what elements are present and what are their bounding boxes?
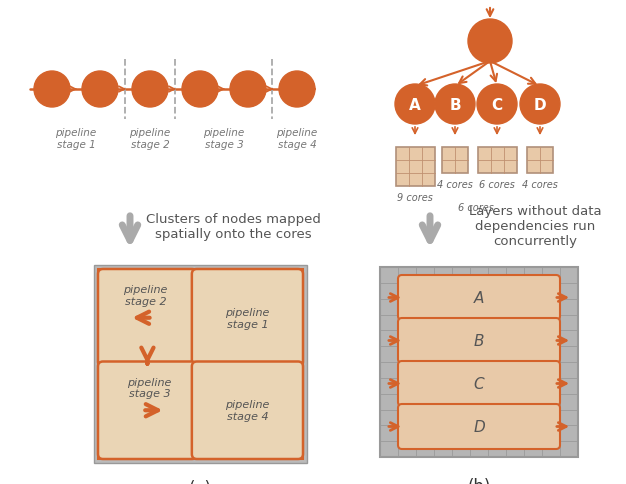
Bar	[478, 148, 516, 174]
FancyBboxPatch shape	[398, 404, 560, 449]
Circle shape	[468, 20, 512, 64]
Text: 6 cores: 6 cores	[479, 180, 515, 190]
Text: 6 cores: 6 cores	[458, 203, 494, 212]
Bar	[396, 148, 434, 187]
Text: pipeline
stage 1: pipeline stage 1	[55, 128, 96, 149]
Circle shape	[34, 72, 70, 108]
Circle shape	[182, 72, 218, 108]
Circle shape	[395, 85, 435, 125]
Circle shape	[477, 85, 517, 125]
Text: pipeline
stage 2: pipeline stage 2	[130, 128, 171, 149]
Circle shape	[520, 85, 560, 125]
FancyBboxPatch shape	[192, 270, 303, 367]
Text: pipeline
stage 4: pipeline stage 4	[225, 400, 270, 421]
Text: D: D	[534, 98, 546, 113]
Text: 4 cores: 4 cores	[437, 180, 473, 190]
Circle shape	[435, 85, 475, 125]
Text: pipeline
stage 1: pipeline stage 1	[225, 307, 270, 329]
Text: pipeline
stage 2: pipeline stage 2	[123, 285, 168, 306]
Circle shape	[132, 72, 168, 108]
Text: B: B	[474, 333, 485, 348]
Bar	[527, 148, 553, 174]
Circle shape	[82, 72, 118, 108]
Circle shape	[279, 72, 315, 108]
Text: A: A	[474, 290, 484, 305]
Text: pipeline
stage 3: pipeline stage 3	[127, 377, 172, 398]
Bar	[380, 268, 578, 457]
Text: B: B	[449, 98, 461, 113]
Text: A: A	[409, 98, 421, 113]
FancyBboxPatch shape	[98, 362, 197, 459]
Text: 4 cores: 4 cores	[522, 180, 558, 190]
Circle shape	[230, 72, 266, 108]
FancyBboxPatch shape	[398, 361, 560, 406]
Bar	[442, 148, 468, 174]
Bar	[94, 265, 307, 463]
FancyBboxPatch shape	[398, 318, 560, 363]
Text: Layers without data
dependencies run
concurrently: Layers without data dependencies run con…	[469, 205, 602, 248]
Text: (b): (b)	[468, 477, 491, 484]
Text: C: C	[491, 98, 503, 113]
Text: pipeline
stage 3: pipeline stage 3	[203, 128, 245, 149]
FancyBboxPatch shape	[398, 275, 560, 320]
Text: Clusters of nodes mapped
spatially onto the cores: Clusters of nodes mapped spatially onto …	[146, 212, 321, 241]
Text: C: C	[474, 376, 485, 391]
FancyBboxPatch shape	[98, 270, 197, 367]
Text: pipeline
stage 4: pipeline stage 4	[276, 128, 317, 149]
FancyBboxPatch shape	[192, 362, 303, 459]
Bar	[98, 270, 303, 459]
Text: D: D	[473, 419, 485, 434]
Text: 9 cores: 9 cores	[397, 193, 433, 203]
Text: (a): (a)	[189, 479, 212, 484]
